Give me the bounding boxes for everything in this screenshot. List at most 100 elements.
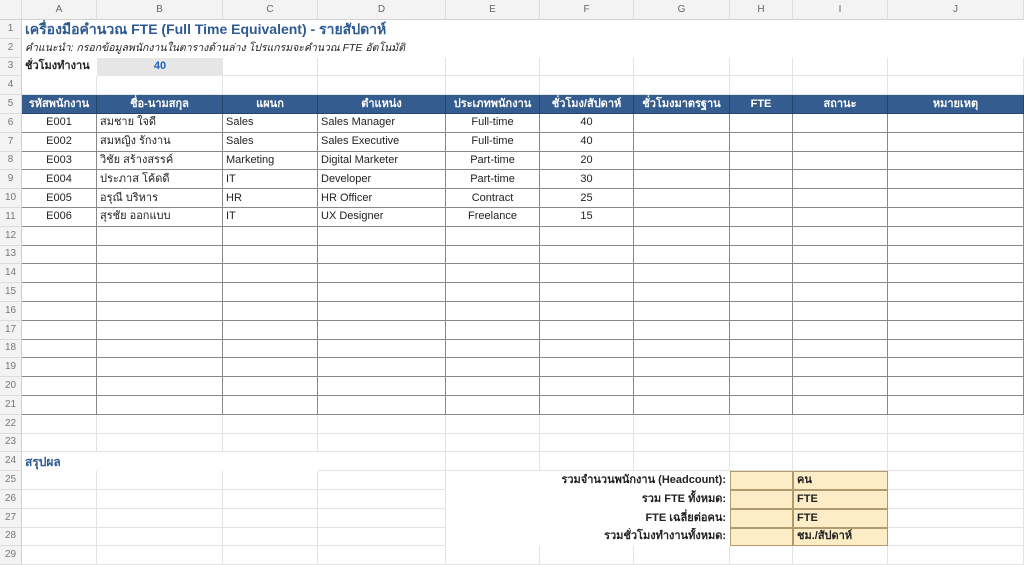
row-header-8[interactable]: 8: [0, 151, 22, 171]
empty-table-cell[interactable]: [540, 226, 634, 246]
row-header-19[interactable]: 19: [0, 358, 22, 378]
empty-table-cell[interactable]: [888, 264, 1024, 284]
table-cell[interactable]: [793, 170, 888, 190]
empty-table-cell[interactable]: [888, 283, 1024, 302]
summary-value[interactable]: [730, 471, 793, 490]
cell[interactable]: [223, 433, 318, 453]
empty-table-cell[interactable]: [540, 339, 634, 359]
cell[interactable]: [97, 76, 223, 96]
table-header-9[interactable]: หมายเหตุ: [888, 95, 1024, 114]
empty-table-cell[interactable]: [22, 358, 97, 378]
cell[interactable]: [223, 471, 318, 490]
table-cell[interactable]: HR Officer: [318, 189, 446, 208]
table-cell[interactable]: [634, 189, 730, 208]
cell[interactable]: [22, 76, 97, 96]
row-header-6[interactable]: 6: [0, 114, 22, 133]
cell[interactable]: [888, 546, 1024, 565]
table-cell[interactable]: 40: [540, 114, 634, 133]
cell[interactable]: [730, 546, 793, 565]
empty-table-cell[interactable]: [793, 377, 888, 396]
empty-table-cell[interactable]: [22, 320, 97, 340]
row-header-12[interactable]: 12: [0, 226, 22, 246]
table-cell[interactable]: สมชาย ใจดี: [97, 114, 223, 133]
column-header-I[interactable]: I: [793, 0, 888, 20]
cell[interactable]: [318, 471, 446, 490]
empty-table-cell[interactable]: [223, 226, 318, 246]
cell[interactable]: [97, 546, 223, 565]
empty-table-cell[interactable]: [318, 226, 446, 246]
empty-table-cell[interactable]: [793, 320, 888, 340]
summary-value[interactable]: [730, 490, 793, 509]
table-header-5[interactable]: ชั่วโมง/สัปดาห์: [540, 95, 634, 114]
empty-table-cell[interactable]: [446, 226, 540, 246]
empty-table-cell[interactable]: [793, 358, 888, 378]
table-cell[interactable]: วิชัย สร้างสรรค์: [97, 151, 223, 171]
table-cell[interactable]: E002: [22, 132, 97, 152]
table-cell[interactable]: 25: [540, 189, 634, 208]
table-cell[interactable]: HR: [223, 189, 318, 208]
cell[interactable]: [634, 452, 730, 472]
row-header-28[interactable]: 28: [0, 527, 22, 547]
row-header-9[interactable]: 9: [0, 170, 22, 190]
empty-table-cell[interactable]: [22, 245, 97, 265]
cell[interactable]: [318, 76, 446, 96]
row-header-25[interactable]: 25: [0, 471, 22, 490]
table-cell[interactable]: UX Designer: [318, 208, 446, 227]
table-header-7[interactable]: FTE: [730, 95, 793, 114]
empty-table-cell[interactable]: [22, 377, 97, 396]
row-header-23[interactable]: 23: [0, 433, 22, 453]
empty-table-cell[interactable]: [888, 302, 1024, 321]
empty-table-cell[interactable]: [540, 245, 634, 265]
column-header-F[interactable]: F: [540, 0, 634, 20]
table-cell[interactable]: 20: [540, 151, 634, 171]
cell[interactable]: [22, 546, 97, 565]
empty-table-cell[interactable]: [223, 377, 318, 396]
empty-table-cell[interactable]: [540, 358, 634, 378]
empty-table-cell[interactable]: [446, 264, 540, 284]
empty-table-cell[interactable]: [730, 396, 793, 415]
cell[interactable]: [634, 76, 730, 96]
cell[interactable]: [22, 414, 97, 434]
row-header-27[interactable]: 27: [0, 508, 22, 528]
table-cell[interactable]: [730, 208, 793, 227]
table-cell[interactable]: IT: [223, 170, 318, 190]
empty-table-cell[interactable]: [97, 226, 223, 246]
table-cell[interactable]: อรุณี บริหาร: [97, 189, 223, 208]
column-header-C[interactable]: C: [223, 0, 318, 20]
cell[interactable]: [223, 546, 318, 565]
table-cell[interactable]: Full-time: [446, 114, 540, 133]
cell[interactable]: [446, 433, 540, 453]
table-cell[interactable]: Part-time: [446, 151, 540, 171]
row-header-13[interactable]: 13: [0, 245, 22, 265]
cell[interactable]: [446, 57, 540, 77]
empty-table-cell[interactable]: [97, 396, 223, 415]
cell[interactable]: [446, 76, 540, 96]
cell[interactable]: [730, 76, 793, 96]
cell[interactable]: [793, 57, 888, 77]
cell[interactable]: [730, 452, 793, 472]
empty-table-cell[interactable]: [793, 283, 888, 302]
column-header-D[interactable]: D: [318, 0, 446, 20]
cell[interactable]: [888, 433, 1024, 453]
empty-table-cell[interactable]: [22, 264, 97, 284]
empty-table-cell[interactable]: [888, 320, 1024, 340]
row-header-18[interactable]: 18: [0, 339, 22, 359]
table-cell[interactable]: E005: [22, 189, 97, 208]
empty-table-cell[interactable]: [318, 320, 446, 340]
empty-table-cell[interactable]: [97, 264, 223, 284]
cell[interactable]: [888, 76, 1024, 96]
cell[interactable]: [888, 508, 1024, 528]
table-cell[interactable]: [888, 208, 1024, 227]
empty-table-cell[interactable]: [223, 245, 318, 265]
empty-table-cell[interactable]: [793, 264, 888, 284]
cell[interactable]: [446, 452, 540, 472]
table-cell[interactable]: [888, 189, 1024, 208]
row-header-16[interactable]: 16: [0, 302, 22, 321]
table-cell[interactable]: [730, 170, 793, 190]
cell[interactable]: [318, 433, 446, 453]
empty-table-cell[interactable]: [22, 396, 97, 415]
empty-table-cell[interactable]: [793, 396, 888, 415]
table-cell[interactable]: [888, 151, 1024, 171]
empty-table-cell[interactable]: [888, 377, 1024, 396]
empty-table-cell[interactable]: [318, 377, 446, 396]
